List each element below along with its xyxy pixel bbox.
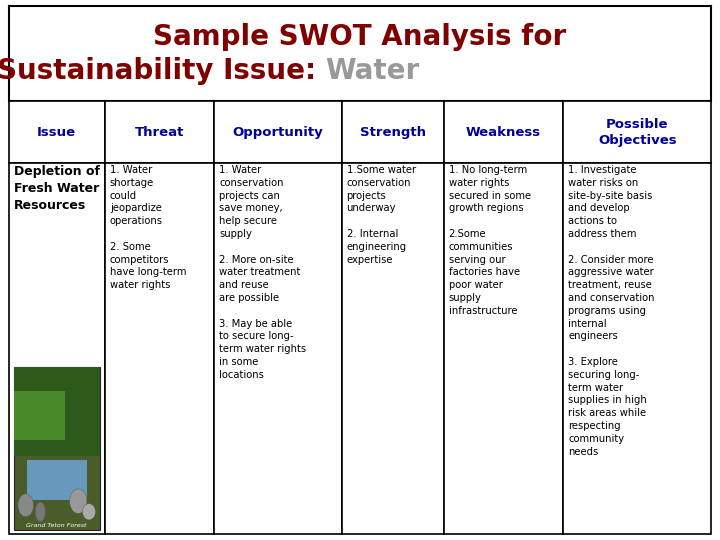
Bar	[9, 101, 105, 163]
Bar	[9, 163, 105, 534]
Bar	[215, 163, 341, 534]
Text: Possible
Objectives: Possible Objectives	[598, 118, 677, 146]
Ellipse shape	[18, 494, 33, 517]
Text: Issue: Issue	[37, 125, 76, 139]
Text: Grand Teton Forest: Grand Teton Forest	[27, 523, 87, 528]
Bar	[564, 101, 711, 163]
Text: Sample SWOT Analysis for: Sample SWOT Analysis for	[153, 23, 567, 51]
Text: Water: Water	[325, 57, 420, 85]
Bar	[14, 367, 100, 530]
Bar	[341, 101, 444, 163]
Text: Opportunity: Opportunity	[233, 125, 323, 139]
Bar	[564, 163, 711, 534]
Bar	[14, 391, 66, 440]
Ellipse shape	[35, 502, 45, 522]
Text: Sustainability Issue:: Sustainability Issue:	[0, 57, 325, 85]
Bar	[341, 163, 444, 534]
Text: Depletion of
Fresh Water
Resources: Depletion of Fresh Water Resources	[14, 165, 99, 212]
Text: Threat: Threat	[135, 125, 184, 139]
Text: 1. Water
conservation
projects can
save money,
help secure
supply

2. More on-si: 1. Water conservation projects can save …	[220, 165, 307, 380]
Bar	[9, 6, 711, 101]
Text: Weakness: Weakness	[466, 125, 541, 139]
Ellipse shape	[70, 489, 87, 514]
Text: 1. Investigate
water risks on
site-by-site basis
and develop
actions to
address : 1. Investigate water risks on site-by-si…	[569, 165, 655, 457]
Bar	[444, 163, 564, 534]
Text: Strength: Strength	[359, 125, 426, 139]
Bar	[105, 163, 215, 534]
Bar	[105, 101, 215, 163]
Bar	[215, 101, 341, 163]
Bar	[444, 101, 564, 163]
Text: 1.Some water
conservation
projects
underway

2. Internal
engineering
expertise: 1.Some water conservation projects under…	[346, 165, 415, 265]
Text: 1. Water
shortage
could
jeopardize
operations

2. Some
competitors
have long-ter: 1. Water shortage could jeopardize opera…	[110, 165, 186, 290]
Bar	[14, 367, 100, 456]
Ellipse shape	[83, 504, 96, 520]
Text: 1. No long-term
water rights
secured in some
growth regions

2.Some
communities
: 1. No long-term water rights secured in …	[449, 165, 531, 316]
Bar	[27, 460, 87, 501]
